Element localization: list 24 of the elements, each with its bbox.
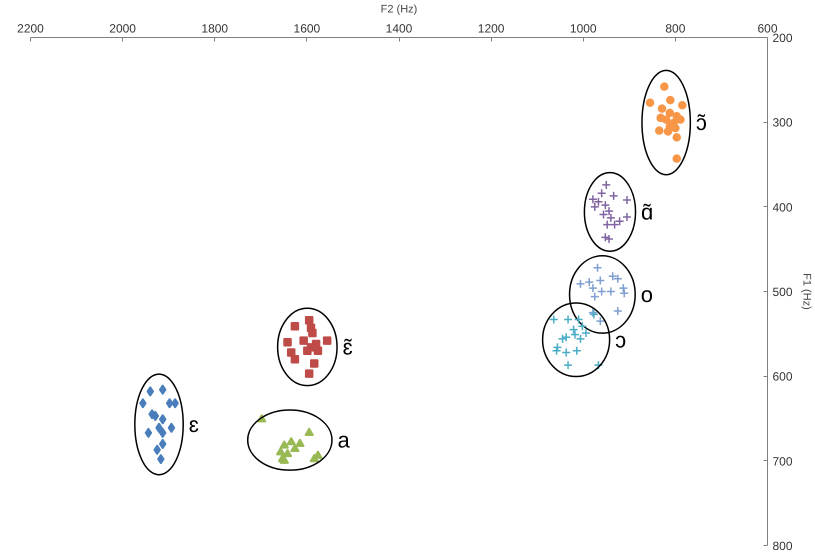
series-label: a <box>338 428 351 453</box>
series-label: ɑ̃ <box>641 199 654 224</box>
y-tick-label: 700 <box>772 454 793 468</box>
series-label: ɔ <box>615 327 626 352</box>
y-tick-label: 200 <box>772 31 793 45</box>
y-tick-label: 400 <box>772 200 793 214</box>
x-tick-label: 1000 <box>570 22 597 36</box>
x-tick-label: 2000 <box>109 22 136 36</box>
x-tick-label: 1800 <box>201 22 228 36</box>
series-label: ɔ̃ <box>696 110 707 136</box>
y-tick-label: 600 <box>772 370 793 384</box>
x-tick-label: 2200 <box>17 22 44 36</box>
y-tick-label: 500 <box>772 285 793 299</box>
y-tick-label: 300 <box>772 116 793 130</box>
x-axis-title: F2 (Hz) <box>380 4 418 16</box>
series-label: o <box>640 282 653 307</box>
y-tick-label: 800 <box>772 539 793 553</box>
series-label: ɛ̃ <box>342 334 353 360</box>
x-tick-label: 1200 <box>478 22 505 36</box>
x-tick-label: 800 <box>665 22 686 36</box>
series-label: ɛ <box>188 412 199 437</box>
x-tick-label: 1600 <box>294 22 321 36</box>
x-tick-label: 1400 <box>386 22 413 36</box>
y-axis-title: F1 (Hz) <box>800 273 813 310</box>
